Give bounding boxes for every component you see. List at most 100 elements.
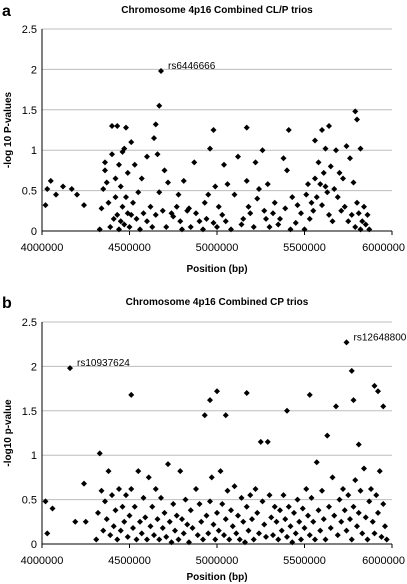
data-point bbox=[207, 397, 213, 404]
data-point bbox=[215, 203, 222, 210]
data-point bbox=[152, 211, 159, 218]
data-point bbox=[355, 210, 362, 217]
data-point bbox=[179, 226, 185, 233]
data-point bbox=[98, 205, 105, 212]
data-point bbox=[340, 485, 346, 492]
data-point bbox=[305, 181, 311, 188]
data-point bbox=[107, 532, 114, 539]
y-tick-label: 0.5 bbox=[22, 495, 37, 507]
x-axis-label: Position (bp) bbox=[186, 572, 247, 583]
data-point bbox=[310, 518, 317, 525]
data-point bbox=[306, 215, 313, 222]
data-point bbox=[116, 161, 122, 168]
snp-annotation: rs12648800 bbox=[354, 332, 407, 343]
data-point bbox=[362, 221, 369, 228]
data-point bbox=[320, 169, 327, 176]
data-point bbox=[168, 539, 175, 546]
x-tick-label: 4500000 bbox=[108, 242, 151, 254]
data-point bbox=[67, 365, 73, 372]
data-point bbox=[315, 159, 322, 166]
snp-annotation: rs10937624 bbox=[77, 358, 130, 369]
data-point bbox=[306, 391, 313, 398]
data-point bbox=[354, 523, 360, 530]
data-point bbox=[159, 525, 166, 532]
data-point bbox=[236, 536, 243, 543]
x-tick-label: 4000000 bbox=[21, 242, 64, 254]
data-point bbox=[133, 536, 140, 543]
data-point bbox=[203, 215, 210, 222]
data-point bbox=[322, 145, 329, 152]
y-tick-label: 1 bbox=[31, 145, 37, 157]
data-point bbox=[348, 536, 355, 543]
data-point bbox=[284, 407, 290, 414]
data-point bbox=[128, 485, 135, 492]
data-point bbox=[285, 127, 292, 133]
data-point bbox=[126, 223, 133, 230]
data-point bbox=[210, 219, 217, 226]
data-point bbox=[201, 199, 208, 206]
data-point bbox=[366, 226, 373, 233]
data-point bbox=[366, 498, 373, 505]
data-point bbox=[198, 518, 205, 525]
data-point bbox=[154, 516, 161, 523]
data-point bbox=[312, 536, 318, 543]
data-point bbox=[193, 210, 199, 217]
data-point bbox=[308, 199, 315, 206]
data-point bbox=[357, 145, 364, 152]
panel-a: a Chromosome 4p16 Combined CL/P trios 0 0.5… bbox=[2, 3, 405, 275]
data-point bbox=[221, 161, 227, 168]
x-tick-label: 5500000 bbox=[283, 555, 326, 567]
data-point bbox=[350, 397, 357, 404]
data-point bbox=[123, 124, 129, 131]
y-tick-label: 2.5 bbox=[22, 317, 37, 329]
data-point bbox=[173, 512, 180, 519]
data-point bbox=[326, 211, 332, 218]
data-point bbox=[348, 211, 355, 218]
x-tick-label: 4500000 bbox=[108, 555, 151, 567]
data-point bbox=[180, 530, 187, 537]
y-tick-label: 0 bbox=[31, 226, 37, 238]
data-point bbox=[245, 527, 252, 534]
data-point bbox=[341, 203, 348, 210]
data-point bbox=[163, 533, 170, 540]
data-point bbox=[138, 530, 145, 537]
data-point bbox=[315, 507, 322, 514]
data-point bbox=[128, 211, 135, 218]
data-point bbox=[144, 153, 150, 160]
data-point bbox=[343, 339, 350, 346]
data-point bbox=[100, 527, 107, 534]
y-tick-label: 1 bbox=[31, 450, 37, 462]
y-tick-label: 2.5 bbox=[22, 24, 37, 36]
data-point bbox=[333, 403, 339, 410]
data-point bbox=[228, 507, 234, 514]
data-point bbox=[312, 175, 318, 182]
data-point bbox=[131, 161, 138, 168]
y-tick-label: 1.5 bbox=[22, 105, 37, 117]
data-point bbox=[135, 189, 142, 196]
data-point bbox=[42, 202, 49, 209]
data-point bbox=[172, 527, 178, 534]
data-point bbox=[250, 536, 257, 543]
data-point bbox=[301, 226, 308, 233]
data-point bbox=[107, 223, 114, 230]
data-point bbox=[380, 403, 387, 410]
data-point bbox=[317, 181, 324, 188]
data-point bbox=[327, 525, 334, 532]
data-point bbox=[271, 503, 278, 510]
data-point bbox=[117, 183, 124, 190]
data-point bbox=[142, 514, 149, 521]
data-point bbox=[303, 485, 310, 492]
data-point bbox=[266, 492, 273, 499]
data-point bbox=[289, 539, 296, 546]
data-point bbox=[165, 179, 171, 186]
data-point bbox=[170, 213, 177, 220]
x-tick-label: 6000000 bbox=[362, 242, 405, 254]
data-point bbox=[114, 536, 121, 543]
panel-letter: a bbox=[2, 3, 11, 20]
data-point bbox=[44, 185, 51, 192]
data-point bbox=[151, 135, 157, 142]
data-point bbox=[201, 412, 208, 419]
data-point bbox=[280, 492, 287, 499]
data-point bbox=[96, 450, 103, 457]
y-tick-label: 0 bbox=[31, 539, 37, 551]
